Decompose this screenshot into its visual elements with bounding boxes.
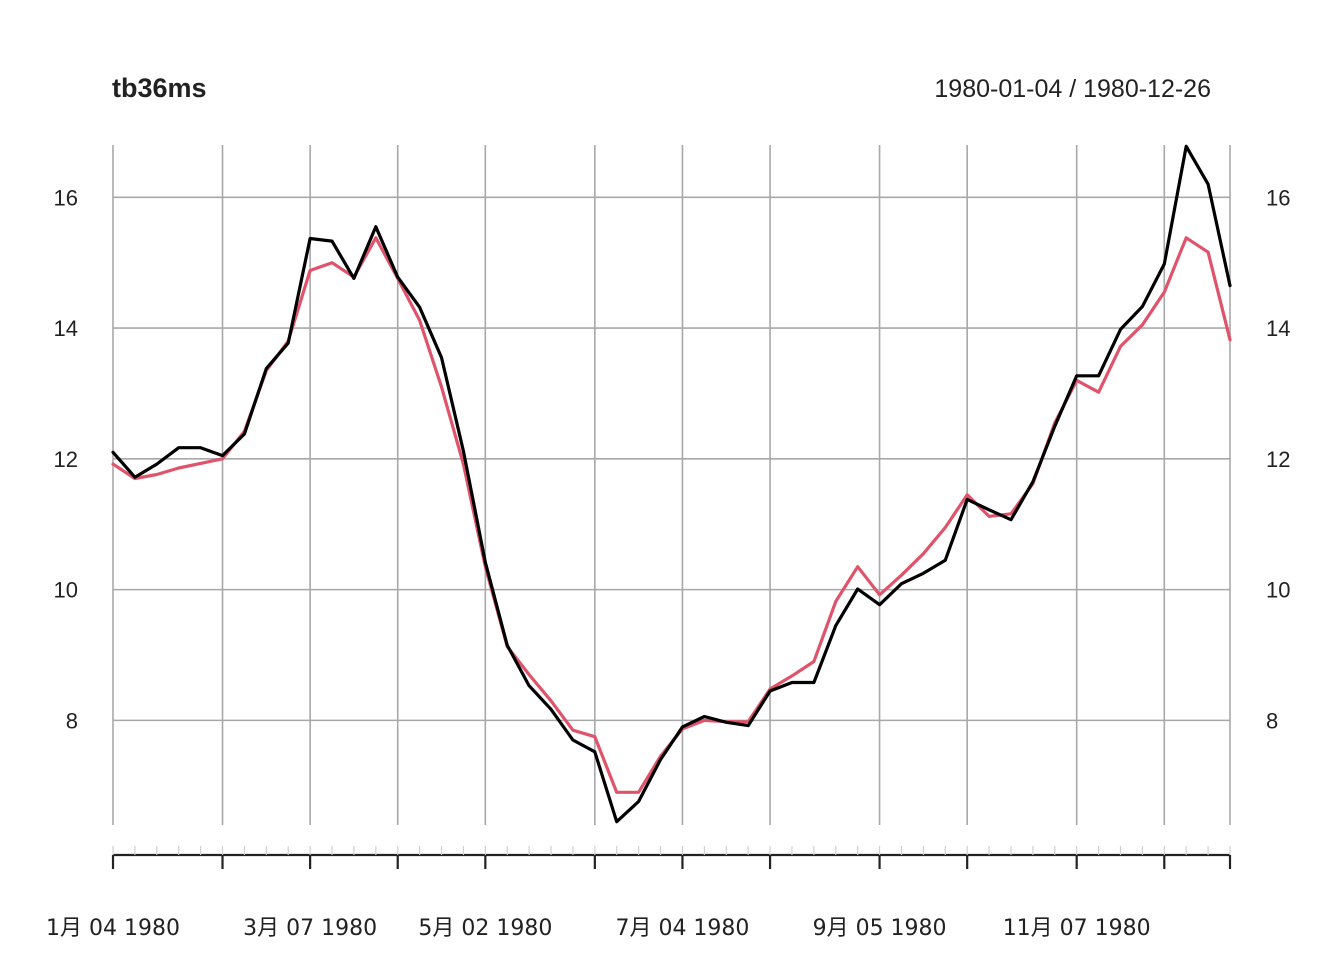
vertical-gridlines (112, 145, 1231, 825)
x-tick-label-2: 3月 07 1980 (243, 916, 377, 941)
y-axis-left-labels: 8 10 12 14 16 (54, 185, 78, 733)
horizontal-gridlines (113, 196, 1230, 722)
y-tick-label-right: 14 (1266, 316, 1290, 341)
y-tick-label-left: 8 (66, 708, 78, 733)
date-range-label: 1980-01-04 / 1980-12-26 (934, 75, 1211, 103)
y-tick-label-left: 14 (54, 316, 78, 341)
series-line-1 (111, 236, 1232, 794)
y-tick-label-right: 16 (1266, 185, 1290, 210)
x-tick-label-6: 7月 04 1980 (615, 916, 749, 941)
y-tick-label-left: 10 (54, 578, 78, 603)
x-tick-label-10: 11月 07 1980 (1003, 916, 1151, 941)
x-tick-label-0: 1月 04 1980 (46, 916, 180, 941)
y-tick-label-left: 16 (54, 185, 78, 210)
y-tick-label-left: 12 (54, 447, 78, 472)
y-axis-right-labels: 8 10 12 14 16 (1266, 185, 1290, 733)
x-axis: 1月 04 1980 3月 07 1980 5月 02 1980 7月 04 1980… (46, 846, 1232, 941)
y-tick-label-right: 8 (1266, 708, 1278, 733)
x-tick-label-4: 5月 02 1980 (418, 916, 552, 941)
series-lines (111, 144, 1232, 824)
y-tick-label-right: 10 (1266, 578, 1290, 603)
x-tick-label-8: 9月 05 1980 (813, 916, 947, 941)
chart-title: tb36ms (112, 73, 207, 103)
y-tick-label-right: 12 (1266, 447, 1290, 472)
series-line-2 (111, 144, 1232, 824)
